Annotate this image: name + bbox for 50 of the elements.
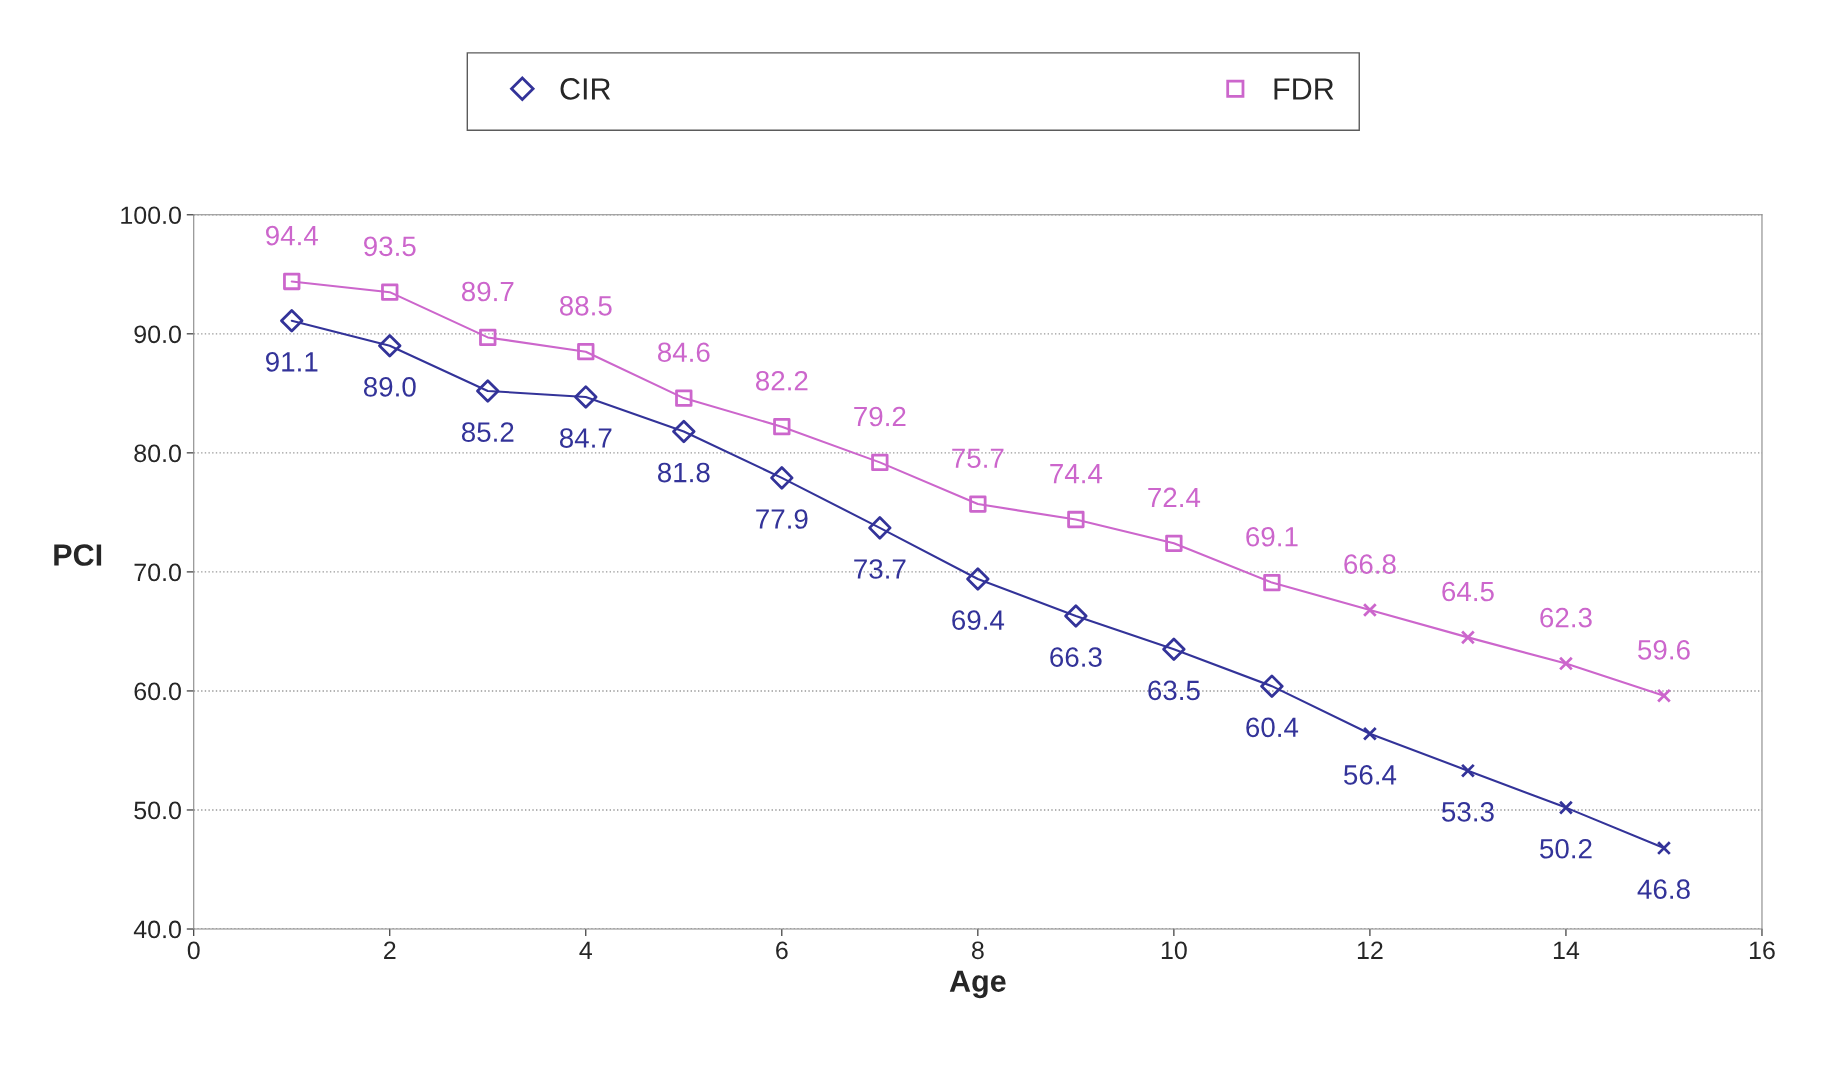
data-label: 50.2 <box>1540 838 1592 859</box>
data-label: 91.1 <box>266 352 318 372</box>
data-label: 93.5 <box>364 236 416 257</box>
data-label: 81.8 <box>657 462 710 483</box>
y-tick-label: 100.0 <box>121 206 181 225</box>
data-label: 66.3 <box>1050 647 1102 667</box>
y-tick-label: 90.0 <box>134 325 181 344</box>
data-label: 59.6 <box>1638 639 1690 660</box>
legend-label: FDR <box>1274 78 1334 100</box>
data-label: 84.7 <box>559 428 612 448</box>
x-axis-title: Age <box>949 970 1006 999</box>
x-tick-label: 2 <box>384 941 396 959</box>
data-label: 89.7 <box>461 281 514 302</box>
data-label: 89.0 <box>363 377 416 397</box>
x-tick-label: 4 <box>579 941 593 959</box>
data-label: 64.5 <box>1442 581 1494 602</box>
data-label: 88.5 <box>559 295 612 316</box>
data-label: 75.7 <box>952 448 1004 469</box>
data-label: 60.4 <box>1246 717 1299 738</box>
y-tick-label: 50.0 <box>134 801 181 820</box>
x-tick-label: 16 <box>1749 941 1775 960</box>
data-label: 77.9 <box>756 509 808 529</box>
data-label: 74.4 <box>1050 464 1103 484</box>
data-label: 69.1 <box>1246 526 1298 547</box>
x-tick-label: 6 <box>776 941 788 960</box>
legend-label: CIR <box>560 78 611 100</box>
data-label: 84.6 <box>657 342 710 363</box>
data-label: 72.4 <box>1148 487 1201 508</box>
data-label: 82.2 <box>756 370 808 391</box>
data-label: 94.4 <box>266 225 318 246</box>
y-tick-label: 60.0 <box>134 682 181 701</box>
x-tick-label: 8 <box>971 941 984 960</box>
data-label: 66.8 <box>1344 554 1396 574</box>
x-tick-label: 12 <box>1357 941 1383 959</box>
data-label: 69.4 <box>952 610 1005 631</box>
y-tick-label: 70.0 <box>134 563 181 582</box>
x-tick-label: 0 <box>187 941 200 960</box>
y-tick-label: 40.0 <box>133 920 181 939</box>
data-label: 56.4 <box>1343 765 1397 785</box>
data-label: 79.2 <box>854 406 906 427</box>
data-label: 53.3 <box>1442 801 1494 822</box>
data-label: 73.7 <box>854 559 906 579</box>
data-label: 62.3 <box>1540 607 1592 628</box>
x-tick-label: 10 <box>1161 941 1187 960</box>
data-label: 46.8 <box>1637 879 1690 900</box>
y-axis-title: PCI <box>54 544 102 566</box>
x-tick-label: 14 <box>1553 941 1580 959</box>
data-label: 63.5 <box>1148 680 1200 701</box>
y-tick-label: 80.0 <box>134 444 181 463</box>
data-label: 85.2 <box>461 422 514 442</box>
